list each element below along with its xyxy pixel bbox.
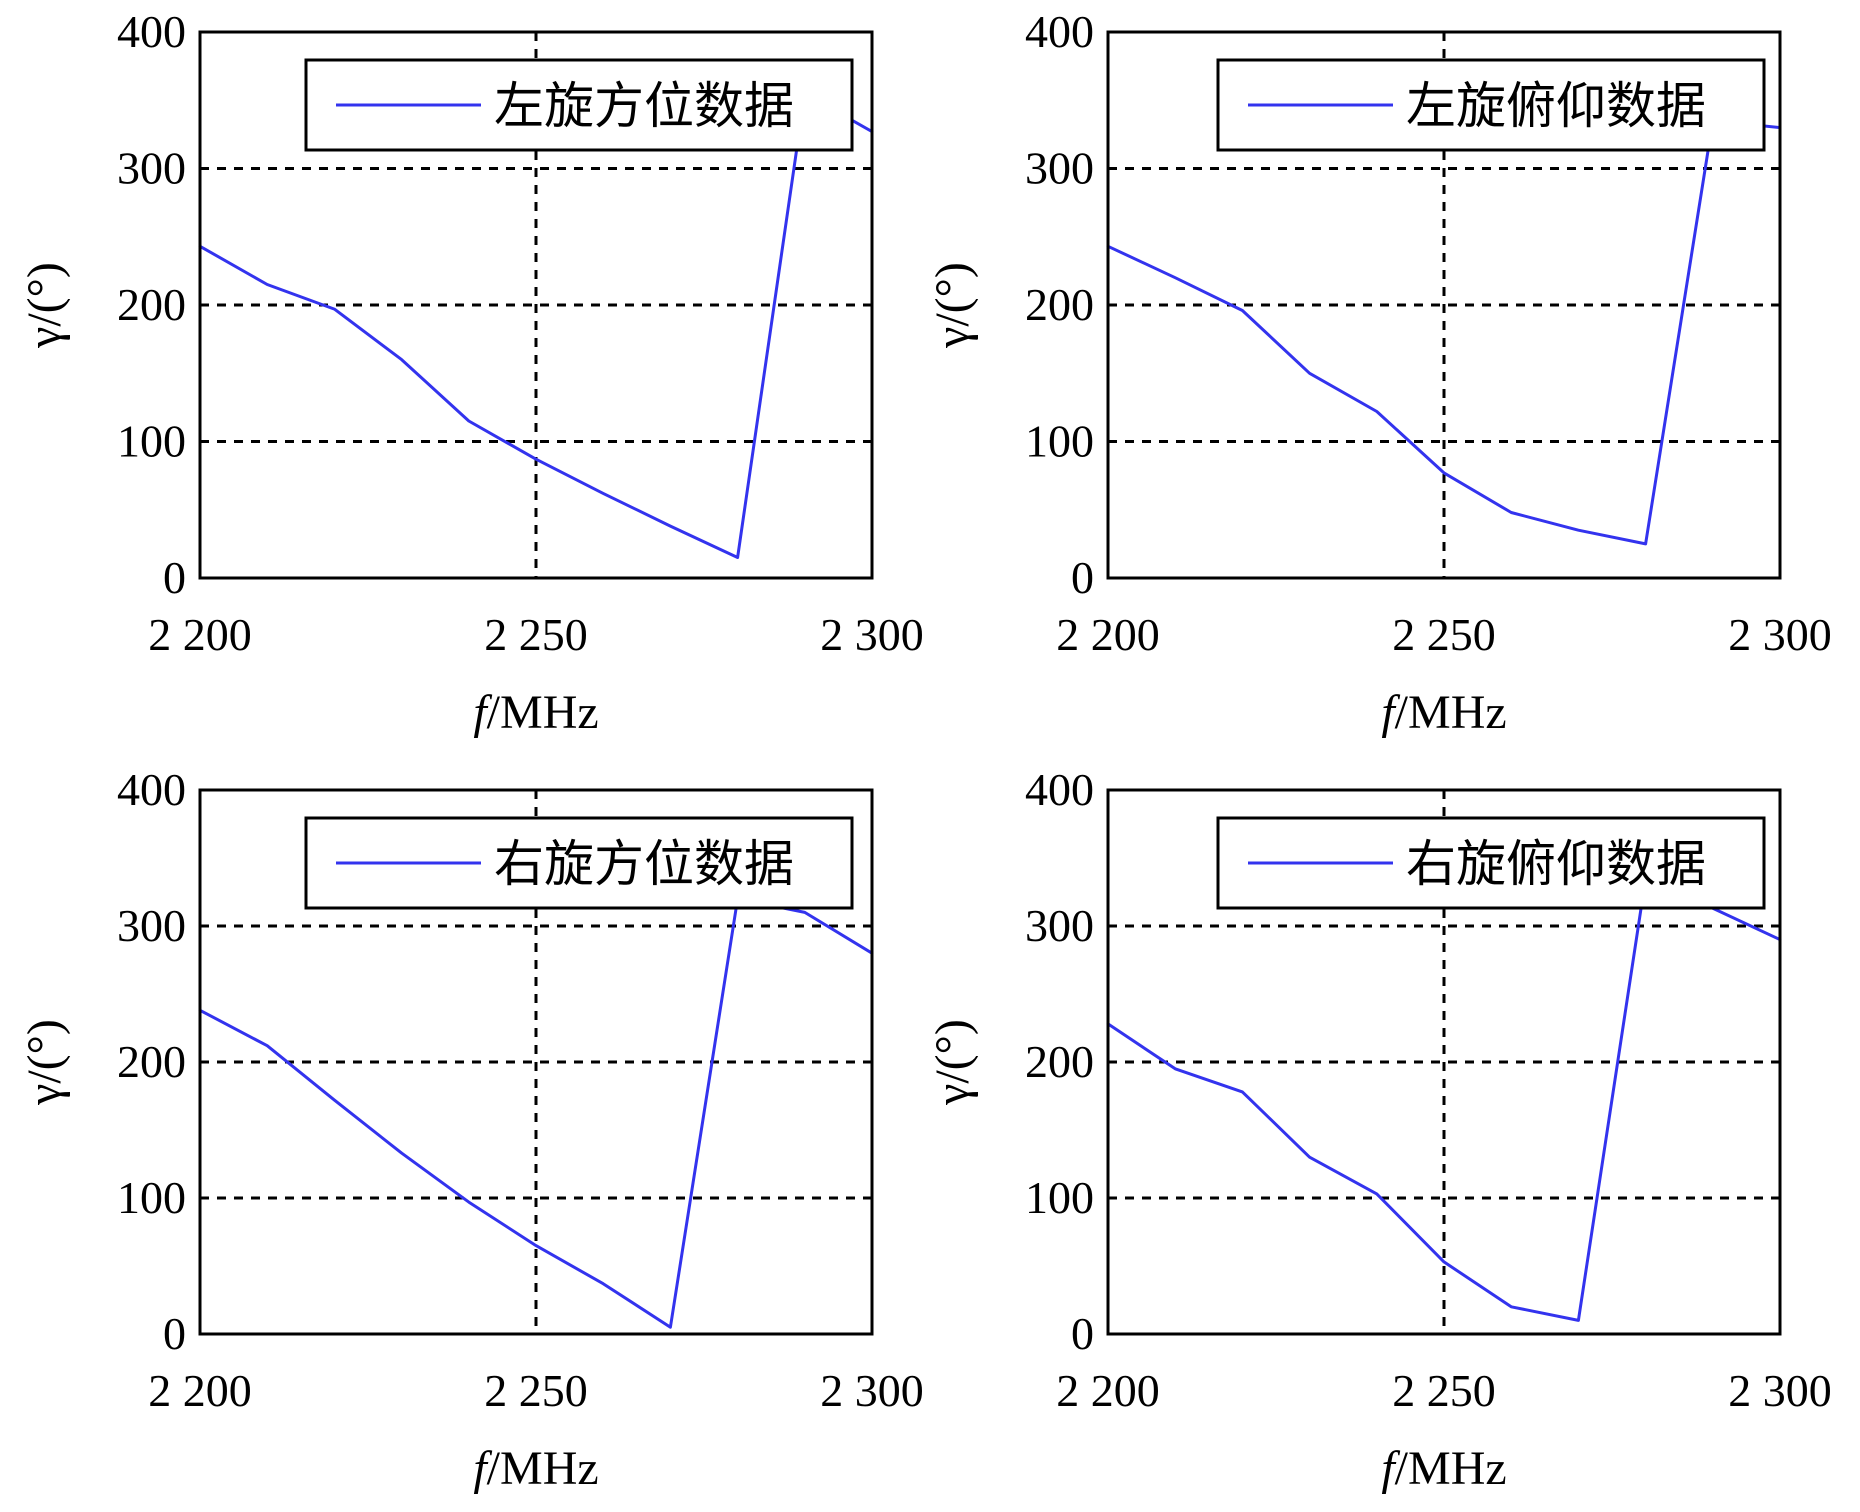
y-tick-label: 100 xyxy=(117,416,186,467)
chart-panel-3: 0 100 200 300 400 2 200 2 250 2 300 f/MHz γ/(°) 右旋… xyxy=(18,764,924,1495)
x-tick-label: 2 250 xyxy=(484,609,588,660)
y-tick-label: 100 xyxy=(1025,1172,1094,1223)
y-axis-title: γ/(°) xyxy=(926,262,979,349)
plot-frame xyxy=(1106,788,1782,1336)
x-tick-label: 2 300 xyxy=(1728,609,1832,660)
x-axis-title: f/MHz xyxy=(1381,686,1506,739)
x-tick-label: 2 300 xyxy=(820,609,924,660)
chart-panel-2: 0 100 200 300 400 2 200 2 250 2 300 f/MHz γ/(°) 左旋… xyxy=(926,6,1832,739)
legend: 右旋俯仰数据 xyxy=(1216,816,1766,910)
legend: 左旋方位数据 xyxy=(304,58,854,152)
y-tick-label: 100 xyxy=(1025,416,1094,467)
x-tick-label: 2 200 xyxy=(148,609,252,660)
legend: 右旋方位数据 xyxy=(304,816,854,910)
y-tick-label: 0 xyxy=(1071,552,1094,603)
chart-panel-1: 0 100 200 300 400 2 200 2 250 2 300 f/MHz γ/(°) 左旋… xyxy=(18,6,924,739)
y-axis-title: γ/(°) xyxy=(18,262,71,349)
y-axis-title: γ/(°) xyxy=(18,1019,71,1106)
y-tick-label: 400 xyxy=(1025,6,1094,57)
y-tick-label: 200 xyxy=(1025,279,1094,330)
y-tick-label: 200 xyxy=(117,279,186,330)
legend: 左旋俯仰数据 xyxy=(1216,58,1766,152)
legend-label: 右旋方位数据 xyxy=(494,835,794,893)
x-tick-label: 2 200 xyxy=(1056,609,1160,660)
y-tick-label: 0 xyxy=(1071,1308,1094,1359)
x-tick-label: 2 300 xyxy=(1728,1365,1832,1416)
y-tick-label: 100 xyxy=(117,1172,186,1223)
y-tick-label: 0 xyxy=(163,552,186,603)
plot-frame xyxy=(198,30,874,580)
chart-panel-4: 0 100 200 300 400 2 200 2 250 2 300 f/MHz γ/(°) 右旋… xyxy=(926,764,1832,1495)
series-line-1 xyxy=(1106,119,1782,546)
y-axis-title: γ/(°) xyxy=(926,1019,979,1106)
x-tick-label: 2 250 xyxy=(1392,609,1496,660)
x-tick-label: 2 300 xyxy=(820,1365,924,1416)
x-tick-label: 2 200 xyxy=(148,1365,252,1416)
legend-label: 右旋俯仰数据 xyxy=(1406,835,1706,893)
x-axis-title: f/MHz xyxy=(1381,1442,1506,1495)
plot-frame xyxy=(198,788,874,1336)
y-tick-label: 300 xyxy=(117,143,186,194)
x-tick-label: 2 200 xyxy=(1056,1365,1160,1416)
y-tick-label: 400 xyxy=(117,6,186,57)
y-tick-label: 200 xyxy=(1025,1036,1094,1087)
y-tick-label: 400 xyxy=(1025,764,1094,815)
y-tick-label: 300 xyxy=(1025,900,1094,951)
y-tick-label: 300 xyxy=(117,900,186,951)
legend-label: 左旋俯仰数据 xyxy=(1406,77,1706,135)
x-tick-label: 2 250 xyxy=(1392,1365,1496,1416)
plot-frame xyxy=(1106,30,1782,580)
y-tick-label: 0 xyxy=(163,1308,186,1359)
series-line-1 xyxy=(198,91,874,559)
x-tick-label: 2 250 xyxy=(484,1365,588,1416)
x-axis-title: f/MHz xyxy=(473,1442,598,1495)
y-tick-label: 200 xyxy=(117,1036,186,1087)
legend-label: 左旋方位数据 xyxy=(494,77,794,135)
x-axis-title: f/MHz xyxy=(473,686,598,739)
y-tick-label: 400 xyxy=(117,764,186,815)
y-tick-label: 300 xyxy=(1025,143,1094,194)
